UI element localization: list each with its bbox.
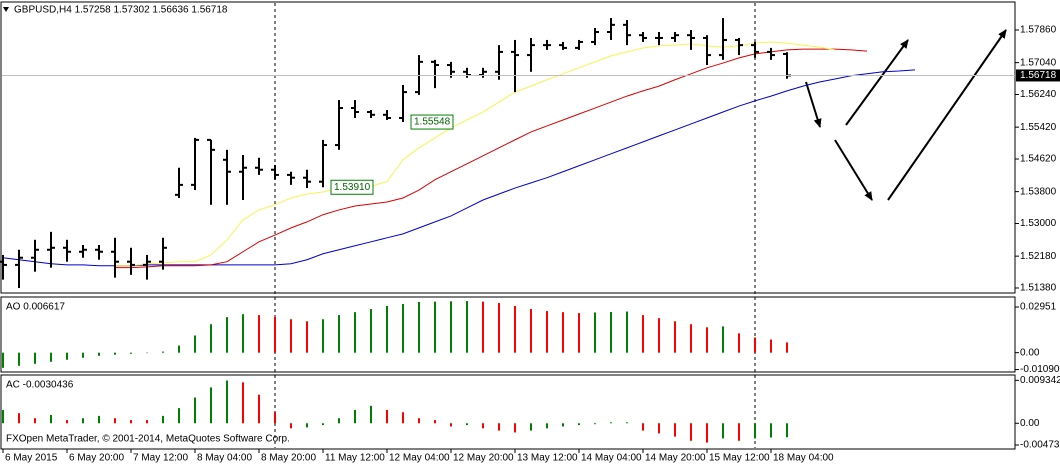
ac-panel-frame <box>0 374 1016 450</box>
x-tick-label: 6 May 20:00 <box>69 453 124 464</box>
x-tick-label: 8 May 04:00 <box>197 453 252 464</box>
x-tick-label: 11 May 12:00 <box>325 453 385 464</box>
y-tick-label: 1.57040 <box>1020 57 1057 68</box>
x-tick-label: 6 May 2015 <box>5 453 58 464</box>
last-price-label: 1.56718 <box>1020 70 1057 81</box>
x-tick-label: 18 May 04:00 <box>773 453 834 464</box>
y-tick-label: 1.55420 <box>1020 122 1057 133</box>
y-tick-label: 1.54620 <box>1020 154 1057 165</box>
x-tick-label: 12 May 04:00 <box>389 453 450 464</box>
y-tick-label: 1.51380 <box>1020 283 1057 294</box>
y-tick-label: 1.57860 <box>1020 25 1057 36</box>
y-tick-label: -0.010909 <box>1020 364 1060 375</box>
main-panel-frame <box>0 1 1016 294</box>
forecast-arrow <box>887 29 1007 201</box>
ac-title: AC -0.0030436 <box>6 380 74 391</box>
forecast-arrow <box>845 39 909 126</box>
symbol-icon <box>3 7 9 12</box>
main-title: GBPUSD,H4 1.57258 1.57302 1.56636 1.5671… <box>14 5 228 16</box>
price-annotation-box <box>330 179 374 195</box>
y-tick-label: 0.00 <box>1020 418 1040 429</box>
x-tick-label: 14 May 20:00 <box>645 453 706 464</box>
x-tick-label: 13 May 12:00 <box>517 453 578 464</box>
y-tick-label: 0.02951 <box>1020 302 1057 313</box>
price-annotation-box <box>410 114 454 130</box>
y-tick-label: -0.004731 <box>1020 440 1060 451</box>
x-tick-label: 12 May 20:00 <box>453 453 514 464</box>
x-tick-label: 14 May 04:00 <box>581 453 642 464</box>
price-annotation: 1.55548 <box>414 117 451 128</box>
forecast-arrow <box>834 139 873 201</box>
y-tick-label: 1.53000 <box>1020 218 1057 229</box>
moving-average <box>115 41 836 267</box>
y-tick-label: 1.53800 <box>1020 186 1057 197</box>
y-tick-label: 0.00 <box>1020 347 1040 358</box>
ao-title: AO 0.006617 <box>6 302 65 313</box>
price-annotation: 1.53910 <box>334 182 371 193</box>
y-tick-label: 0.009342 <box>1020 375 1060 386</box>
x-tick-label: 15 May 12:00 <box>709 453 770 464</box>
moving-average <box>115 48 868 269</box>
moving-average <box>2 69 916 267</box>
y-tick-label: 1.52180 <box>1020 251 1057 262</box>
last-price-tag <box>1016 69 1060 82</box>
x-tick-label: 7 May 12:00 <box>133 453 188 464</box>
copyright: FXOpen MetaTrader, © 2001-2014, MetaQuot… <box>6 434 290 445</box>
ao-panel-frame <box>0 296 1016 373</box>
forecast-arrow <box>805 81 822 128</box>
x-tick-label: 8 May 20:00 <box>261 453 316 464</box>
forecast-arrows <box>805 29 1007 201</box>
y-tick-label: 1.56240 <box>1020 89 1057 100</box>
